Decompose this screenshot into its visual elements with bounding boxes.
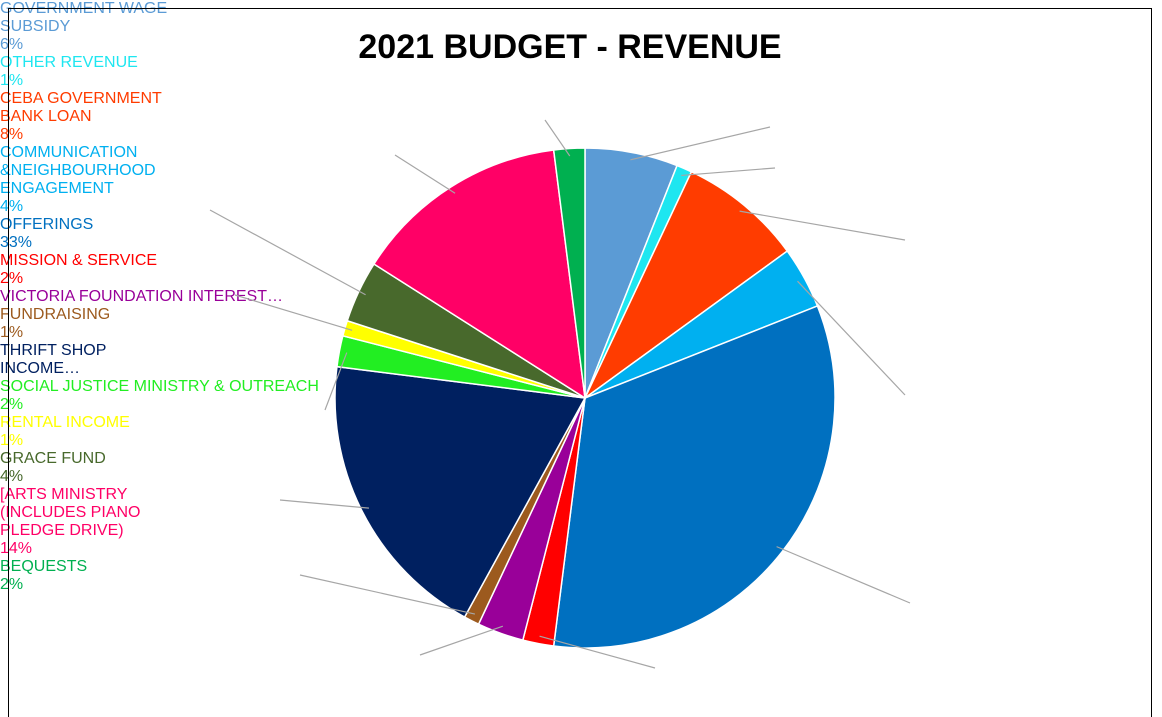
- label-name: OTHER REVENUE: [0, 54, 138, 71]
- data-label: RENTAL INCOME 1%: [0, 414, 220, 450]
- leader-line: [394, 154, 456, 194]
- chart-border: [8, 8, 1152, 717]
- label-name: MISSION & SERVICE: [0, 252, 158, 269]
- data-label: OTHER REVENUE 1%: [0, 54, 200, 90]
- label-value: 8%: [0, 126, 24, 143]
- label-value: 1%: [0, 324, 24, 341]
- leader-line: [797, 280, 906, 396]
- label-name: BEQUESTS: [0, 558, 88, 575]
- data-label: GRACE FUND 4%: [0, 450, 200, 486]
- label-name: FUNDRAISING: [0, 306, 111, 323]
- label-value: 1%: [0, 432, 24, 449]
- leader-line: [776, 546, 911, 604]
- label-value: 2%: [0, 270, 24, 287]
- label-name: [ARTS MINISTRY (INCLUDES PIANO PLEDGE DR…: [0, 486, 141, 539]
- label-name: CEBA GOVERNMENT BANK LOAN: [0, 90, 162, 125]
- leader-line: [299, 574, 476, 615]
- label-value: 4%: [0, 468, 24, 485]
- data-label: CEBA GOVERNMENT BANK LOAN 8%: [0, 90, 180, 144]
- data-label: BEQUESTS 2%: [0, 558, 150, 594]
- data-label: COMMUNICATION &NEIGHBOURHOOD ENGAGEMENT 4…: [0, 144, 240, 216]
- data-label: MISSION & SERVICE 2%: [0, 252, 260, 288]
- leader-line: [739, 210, 906, 241]
- leader-line: [279, 499, 369, 509]
- data-label: VICTORIA FOUNDATION INTEREST…: [0, 288, 300, 306]
- pie-slice: [372, 149, 586, 400]
- leader-line: [234, 294, 353, 331]
- pie-slice: [334, 365, 587, 619]
- leader-line: [324, 352, 348, 411]
- label-value: 1%: [0, 72, 24, 89]
- pie-slice: [584, 170, 789, 399]
- pie-slice: [552, 147, 586, 399]
- label-value: 2%: [0, 396, 24, 413]
- data-label: SOCIAL JUSTICE MINISTRY & OUTREACH 2%: [0, 378, 320, 414]
- label-value: 6%: [0, 36, 24, 53]
- label-name: RENTAL INCOME: [0, 414, 130, 431]
- leader-line: [209, 209, 366, 296]
- pie-slice: [552, 304, 836, 649]
- label-name: OFFERINGS: [0, 216, 94, 233]
- leader-line: [419, 625, 504, 656]
- data-label: THRIFT SHOP INCOME…: [0, 342, 180, 378]
- label-name: SOCIAL JUSTICE MINISTRY & OUTREACH: [0, 378, 319, 395]
- label-name: VICTORIA FOUNDATION INTEREST…: [0, 288, 283, 305]
- leader-line: [681, 167, 776, 177]
- leader-line: [630, 126, 771, 161]
- data-label: FUNDRAISING 1%: [0, 306, 200, 342]
- chart-title: 2021 BUDGET - REVENUE: [358, 28, 782, 66]
- label-name: GRACE FUND: [0, 450, 106, 467]
- label-name: COMMUNICATION &NEIGHBOURHOOD ENGAGEMENT: [0, 144, 156, 197]
- leader-line: [544, 119, 571, 157]
- label-value: 4%: [0, 198, 24, 215]
- label-name: THRIFT SHOP INCOME…: [0, 342, 107, 377]
- leader-line: [539, 635, 656, 669]
- label-value: 2%: [0, 576, 24, 593]
